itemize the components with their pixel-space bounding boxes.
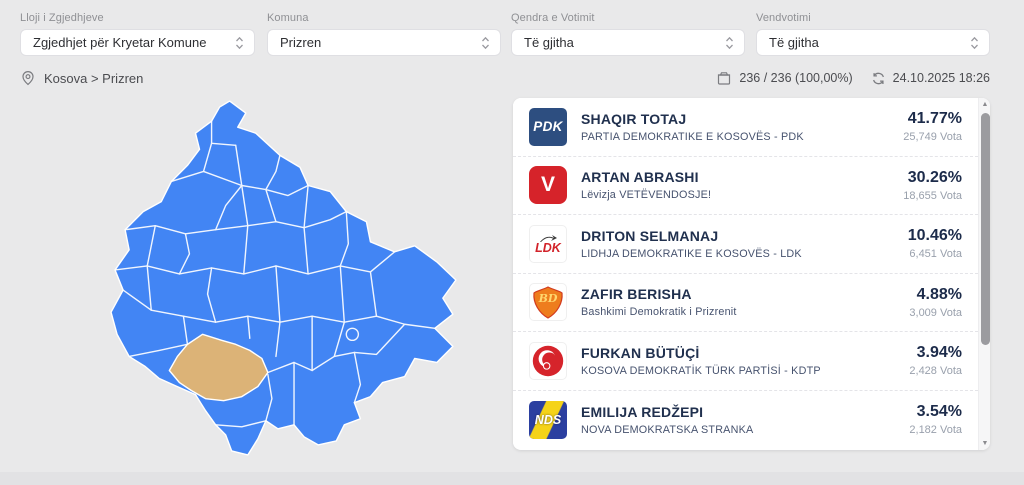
- nds-diagonal-band: [529, 400, 567, 439]
- result-votes: 3,009 Vota: [909, 306, 962, 319]
- nds-party-logo: NDS: [529, 400, 567, 439]
- filter-label: Vendvotimi: [756, 12, 811, 24]
- candidate-name: ZAFIR BERISHA: [581, 286, 692, 303]
- counted-stations-text: 236 / 236 (100,00%): [739, 71, 853, 85]
- scrollbar-down-arrow[interactable]: ▼: [981, 440, 989, 447]
- filter-label: Lloji i Zgjedhjeve: [20, 12, 104, 24]
- result-percent: 10.46%: [907, 227, 962, 245]
- candidate-name: SHAQIR TOTAJ: [581, 110, 687, 127]
- result-row-nds[interactable]: NDS EMILIJA REDŽEPI NOVA DEMOKRATSKA STR…: [513, 390, 978, 449]
- result-votes: 2,182 Vota: [909, 424, 962, 437]
- kosovo-map: [106, 93, 472, 463]
- result-votes: 25,749 Vota: [903, 131, 962, 144]
- candidate-name: EMILIJA REDŽEPI: [581, 403, 704, 420]
- logo-text: NDS: [534, 412, 562, 427]
- result-row-vv[interactable]: V ARTAN ABRASHI Lëvizja VETËVENDOSJE! 30…: [513, 156, 978, 215]
- party-name: Lëvizja VETËVENDOSJE!: [581, 189, 712, 202]
- results-panel: PDK SHAQIR TOTAJ PARTIA DEMOKRATIKE E KO…: [513, 98, 990, 450]
- result-row-ldk[interactable]: LDK DRITON SELMANAJ LIDHJA DEMOKRATIKE E…: [513, 215, 978, 274]
- select-value: Zgjedhjet për Kryetar Komune: [33, 35, 207, 50]
- result-percent: 3.94%: [916, 344, 962, 362]
- result-percent: 4.88%: [916, 285, 962, 303]
- map-country-shape[interactable]: [110, 100, 457, 456]
- result-percent: 30.26%: [907, 168, 962, 186]
- municipality-select[interactable]: Prizren: [267, 29, 501, 56]
- bdp-shield-icon: [533, 286, 563, 319]
- map-municipality-borders: [114, 120, 436, 428]
- pdk-party-logo: PDK: [529, 107, 567, 146]
- select-chevrons-icon: [971, 36, 978, 49]
- result-votes: 2,428 Vota: [909, 365, 962, 378]
- vetevendosje-party-logo: V: [529, 166, 567, 205]
- ballot-box-icon: [718, 72, 731, 85]
- party-name: Bashkimi Demokratik i Prizrenit: [581, 306, 737, 319]
- voting-center-select[interactable]: Të gjitha: [511, 29, 745, 56]
- party-name: KOSOVA DEMOKRATİK TÜRK PARTİSİ - KDTP: [581, 364, 821, 377]
- party-name: NOVA DEMOKRATSKA STRANKA: [581, 423, 754, 436]
- candidate-name: FURKAN BÜTÜÇİ: [581, 344, 700, 361]
- kdtp-crescent-icon: [532, 345, 564, 376]
- scrollbar-thumb[interactable]: [980, 113, 990, 345]
- logo-text: LDK: [535, 241, 561, 256]
- counted-stations-stat: 236 / 236 (100,00%): [716, 70, 853, 86]
- kdtp-party-logo: [529, 341, 567, 380]
- select-chevrons-icon: [726, 36, 733, 49]
- filter-label: Qendra e Votimit: [511, 12, 595, 24]
- logo-text: BD: [538, 291, 558, 305]
- filter-voting-center: Qendra e Votimit Të gjitha: [511, 12, 745, 56]
- filter-label: Komuna: [267, 12, 309, 24]
- results-scrollbar[interactable]: ▲ ▼: [978, 98, 990, 450]
- last-updated-text: 24.10.2025 18:26: [892, 71, 990, 85]
- result-row-bdp[interactable]: BD ZAFIR BERISHA Bashkimi Demokratik i P…: [513, 273, 978, 332]
- select-value: Të gjitha: [769, 35, 819, 50]
- party-name: PARTIA DEMOKRATIKE E KOSOVËS - PDK: [581, 130, 804, 143]
- footer-strip: [0, 472, 1024, 485]
- map-region-prizren[interactable]: [168, 333, 269, 402]
- logo-text: PDK: [533, 119, 563, 135]
- refresh-icon[interactable]: [871, 71, 886, 86]
- scrollbar-up-arrow[interactable]: ▲: [981, 101, 989, 108]
- stats-row: 236 / 236 (100,00%) 24.10.2025 18:26: [716, 70, 990, 86]
- party-name: LIDHJA DEMOKRATIKE E KOSOVËS - LDK: [581, 247, 802, 260]
- election-type-select[interactable]: Zgjedhjet për Kryetar Komune: [20, 29, 255, 56]
- candidate-name: ARTAN ABRASHI: [581, 169, 699, 186]
- result-votes: 18,655 Vota: [903, 189, 962, 202]
- select-chevrons-icon: [482, 36, 489, 49]
- logo-text: V: [540, 173, 555, 197]
- select-value: Të gjitha: [524, 35, 574, 50]
- filter-election-type: Lloji i Zgjedhjeve Zgjedhjet për Kryetar…: [20, 12, 255, 56]
- select-value: Prizren: [280, 35, 322, 50]
- result-row-kdtp[interactable]: FURKAN BÜTÜÇİ KOSOVA DEMOKRATİK TÜRK PAR…: [513, 332, 978, 391]
- candidate-name: DRITON SELMANAJ: [581, 227, 719, 244]
- polling-station-select[interactable]: Të gjitha: [756, 29, 990, 56]
- results-list: PDK SHAQIR TOTAJ PARTIA DEMOKRATIKE E KO…: [513, 98, 978, 450]
- filter-polling-station: Vendvotimi Të gjitha: [756, 12, 990, 56]
- result-row-pdk[interactable]: PDK SHAQIR TOTAJ PARTIA DEMOKRATIKE E KO…: [513, 98, 978, 157]
- select-chevrons-icon: [236, 36, 243, 49]
- breadcrumb[interactable]: Kosova > Prizren: [20, 70, 143, 86]
- bdp-party-logo: BD: [529, 283, 567, 322]
- location-pin-icon: [22, 70, 34, 86]
- filter-municipality: Komuna Prizren: [267, 12, 501, 56]
- ldk-party-logo: LDK: [529, 224, 567, 263]
- last-updated-stat: 24.10.2025 18:26: [871, 71, 990, 86]
- result-percent: 41.77%: [907, 110, 962, 128]
- ldk-arrow-icon: [540, 235, 557, 243]
- breadcrumb-text: Kosova > Prizren: [44, 70, 144, 86]
- result-percent: 3.54%: [916, 403, 962, 421]
- result-votes: 6,451 Vota: [909, 248, 962, 261]
